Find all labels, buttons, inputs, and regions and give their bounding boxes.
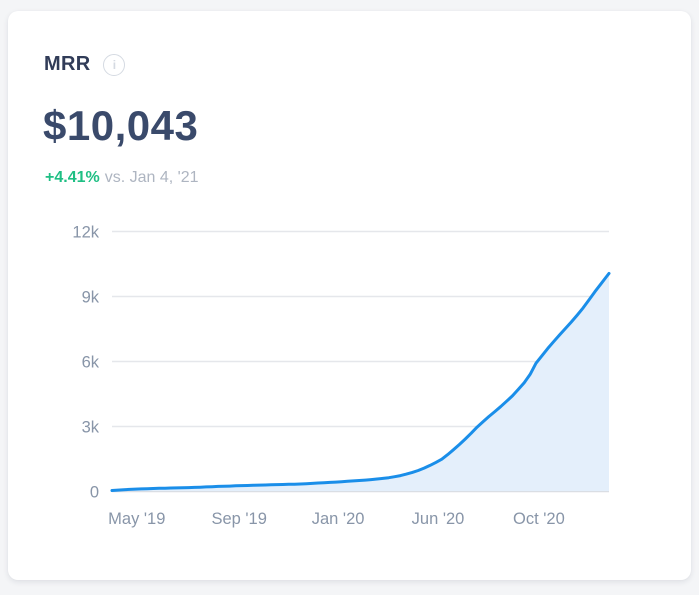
y-tick-label: 9k bbox=[82, 289, 100, 307]
card-title: MRR bbox=[44, 53, 91, 75]
mrr-chart[interactable]: 0 3k 6k 9k 12k May '19 Sep '19 Jan '20 Jun '20 Oc… bbox=[8, 205, 691, 550]
change-comparison: vs. Jan 4, '21 bbox=[104, 169, 199, 186]
mrr-area-chart-svg: 0 3k 6k 9k 12k May '19 Sep '19 Jan '20 Jun '20 Oc… bbox=[72, 224, 611, 528]
mrr-value: $10,043 bbox=[43, 102, 199, 149]
mrr-line bbox=[110, 271, 611, 492]
card-header: MRR i bbox=[44, 53, 126, 76]
info-icon[interactable]: i bbox=[103, 53, 126, 76]
x-tick-label: Oct '20 bbox=[513, 510, 565, 528]
change-row: +4.41% vs. Jan 4, '21 bbox=[45, 168, 199, 188]
mrr-card: MRR i $10,043 +4.41% vs. Jan 4, '21 0 3k 6k… bbox=[8, 11, 691, 580]
change-percent: +4.41% bbox=[45, 169, 100, 186]
x-tick-label: Sep '19 bbox=[211, 510, 266, 528]
y-tick-label: 6k bbox=[82, 354, 100, 372]
y-tick-label: 12k bbox=[72, 224, 99, 242]
x-tick-label: Jan '20 bbox=[312, 510, 365, 528]
y-tick-label: 0 bbox=[90, 484, 99, 502]
area-fill bbox=[112, 273, 609, 491]
x-tick-label: May '19 bbox=[108, 510, 165, 528]
x-tick-label: Jun '20 bbox=[412, 510, 465, 528]
y-tick-label: 3k bbox=[82, 419, 100, 437]
